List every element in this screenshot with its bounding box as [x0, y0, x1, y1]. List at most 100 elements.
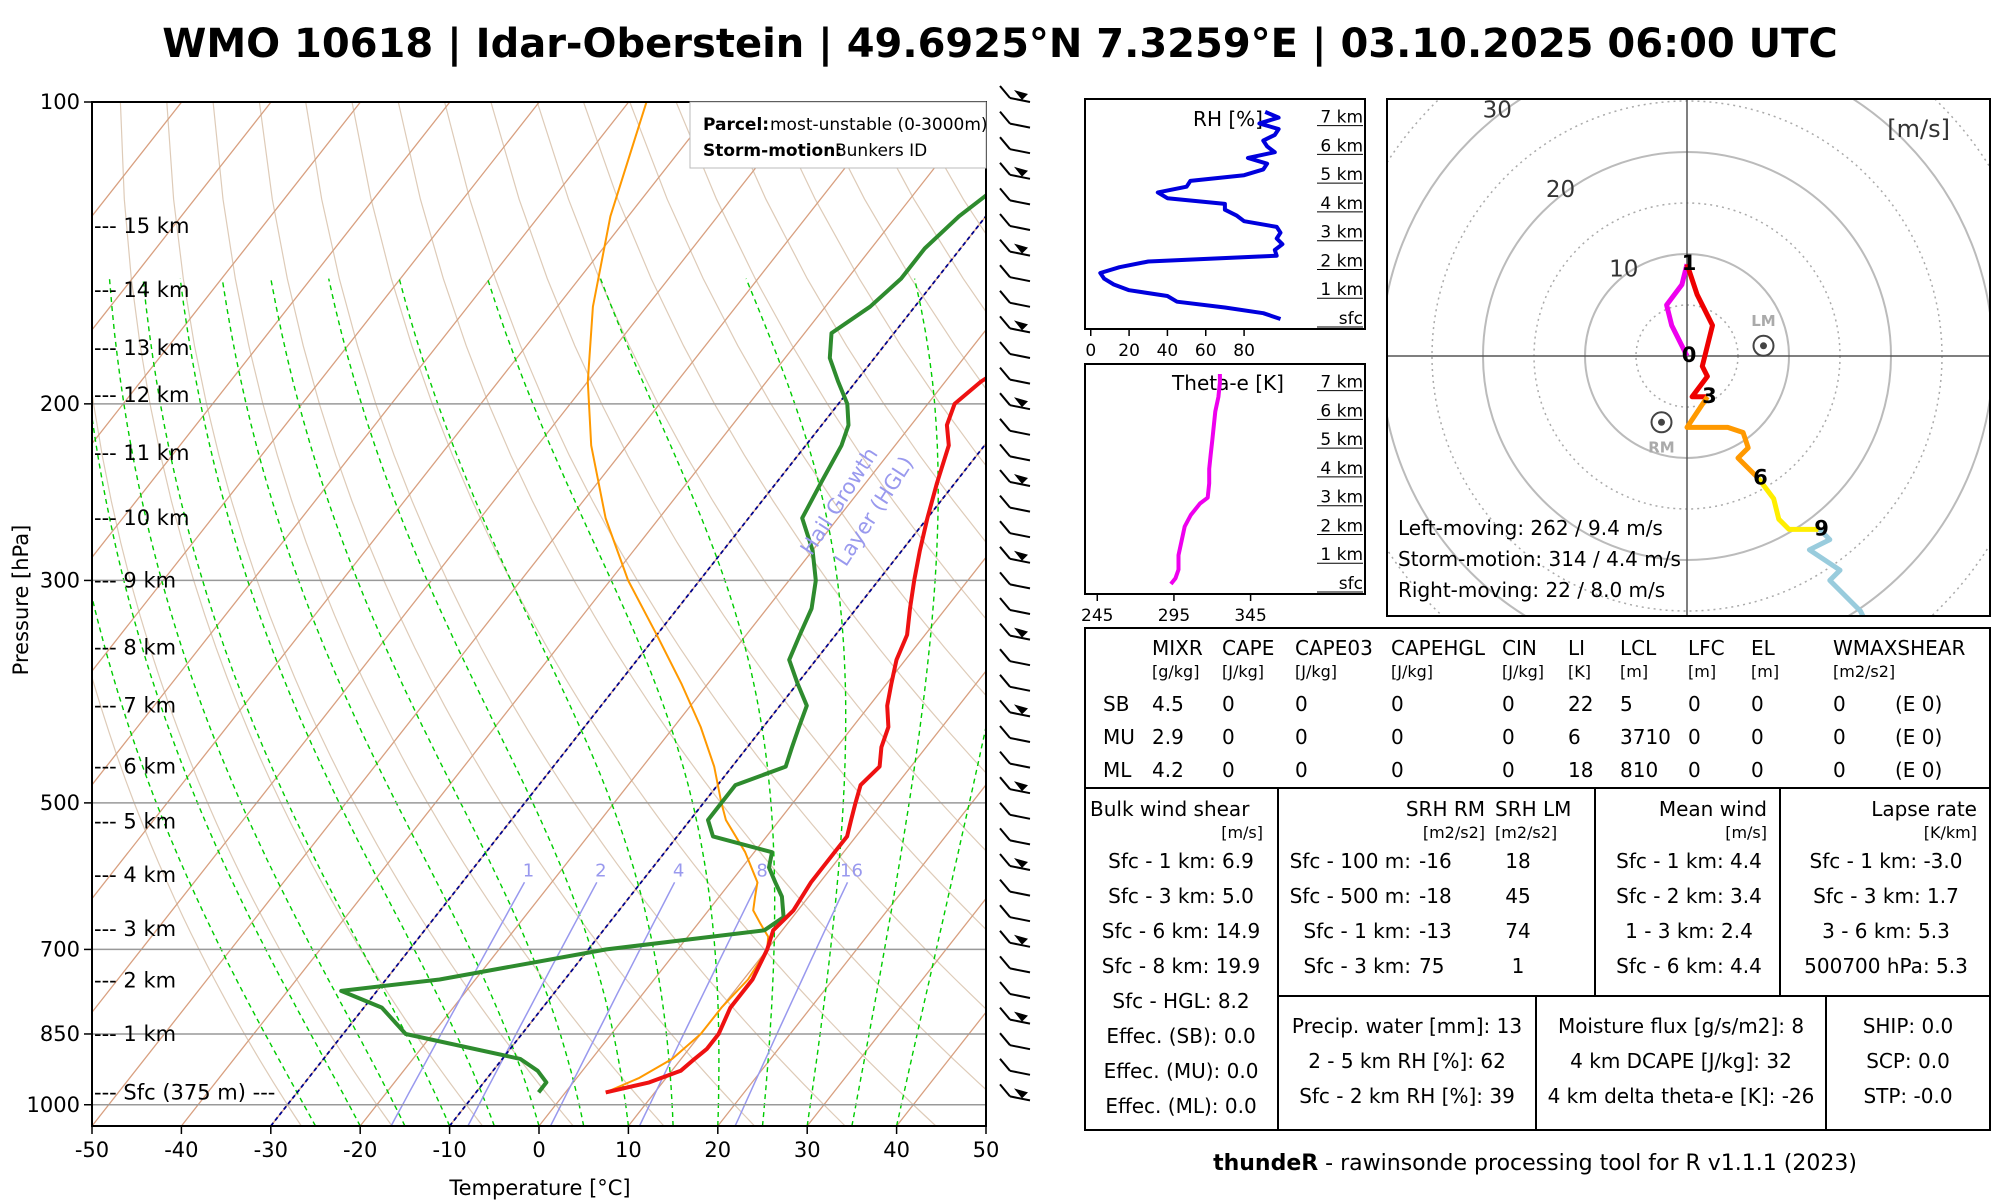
- wind-barb: [999, 443, 1031, 462]
- lm-marker: [1752, 334, 1775, 357]
- x-tick-label: -20: [343, 1138, 377, 1162]
- height-label: --- 8 km: [94, 636, 176, 660]
- param-cell: (E 0): [1895, 758, 1942, 782]
- wind-barb: [999, 1058, 1031, 1076]
- param-header: CAPEHGL: [1391, 636, 1486, 660]
- thetae-height-label: 7 km: [1320, 373, 1363, 393]
- dewpoint-line: [339, 192, 986, 1094]
- misc-a-value: Precip. water [mm]: 13: [1292, 1014, 1522, 1038]
- srh-lm-title: SRH LM: [1495, 797, 1571, 821]
- bulk-value: Effec. (MU): 0.0: [1104, 1059, 1259, 1083]
- dry-adiabat: [629, 102, 986, 697]
- param-header: LI: [1568, 636, 1585, 660]
- height-label: --- 3 km: [94, 917, 176, 941]
- wind-barb: [999, 315, 1031, 334]
- bulk-value: Effec. (ML): 0.0: [1105, 1094, 1256, 1118]
- hodo-ring-label: 20: [1546, 177, 1575, 203]
- srh-label: Sfc - 3 km:: [1303, 954, 1411, 978]
- height-label: --- 12 km: [94, 383, 189, 407]
- wind-barb: [999, 802, 1031, 820]
- srh-label: Sfc - 100 m:: [1290, 849, 1411, 873]
- isotherm-line: [180, 102, 986, 1126]
- param-row-label: SB: [1103, 692, 1129, 716]
- moist-adiabat: [745, 278, 847, 1126]
- hodo-info-left: Left-moving: 262 / 9.4 m/s: [1398, 516, 1663, 540]
- rm-marker-dot: [1658, 418, 1665, 426]
- wind-barb: [999, 750, 1031, 769]
- height-label: --- 9 km: [94, 568, 176, 592]
- param-unit: [J/kg]: [1295, 662, 1337, 681]
- rh-height-label: 1 km: [1320, 280, 1363, 300]
- isotherm-line: [359, 328, 986, 1126]
- wind-barb: [999, 341, 1031, 359]
- temperature-line: [605, 375, 986, 1095]
- misc-c-value: SCP: 0.0: [1866, 1049, 1950, 1073]
- legend-storm-value: Bunkers ID: [835, 141, 927, 161]
- rh-height-label: 5 km: [1320, 165, 1363, 185]
- param-cell: 0: [1833, 725, 1846, 749]
- height-label: --- 1 km: [94, 1022, 176, 1046]
- rh-height-label: 7 km: [1320, 108, 1363, 128]
- wind-barbs: [999, 85, 1031, 1102]
- wind-barb: [999, 930, 1031, 948]
- param-unit: [m]: [1751, 662, 1779, 681]
- srh-rm-unit: [m2/s2]: [1423, 823, 1485, 842]
- param-cell: 0: [1688, 692, 1701, 716]
- dry-adiabat: [92, 675, 302, 1126]
- x-tick-label: -40: [164, 1138, 198, 1162]
- rh-x-tick: 80: [1233, 341, 1255, 361]
- hodo-trace-segment: [1684, 263, 1715, 400]
- mixing-ratio-label: 2: [595, 860, 606, 881]
- srh-lm-value: 74: [1505, 919, 1530, 943]
- param-cell: 18: [1568, 758, 1593, 782]
- param-header: LCL: [1620, 636, 1657, 660]
- moist-adiabat: [179, 278, 495, 1126]
- x-tick-label: 10: [615, 1138, 642, 1162]
- dry-adiabat: [166, 102, 574, 1126]
- x-axis-label: Temperature [°C]: [448, 1176, 630, 1200]
- param-cell: 0: [1222, 725, 1235, 749]
- mean-value: Sfc - 1 km: 4.4: [1616, 849, 1762, 873]
- srh-lm-value: 45: [1505, 884, 1530, 908]
- mixing-ratio-line: [549, 881, 676, 1126]
- height-label: --- 5 km: [94, 810, 176, 834]
- skewt-diagram: 1 2 4 8 16 -50 -40 -30 -20 -10 0 10 20 30 40 50 100 200 3…: [9, 90, 999, 1200]
- lm-marker-dot: [1760, 342, 1767, 350]
- x-tick-label: -50: [75, 1138, 109, 1162]
- wind-barb: [999, 648, 1031, 667]
- hodo-km-label: 9: [1814, 516, 1829, 540]
- param-cell: 0: [1688, 758, 1701, 782]
- y-axis-label: Pressure [hPa]: [9, 525, 33, 676]
- moist-adiabat: [895, 723, 986, 1126]
- mean-value: 1 - 3 km: 2.4: [1625, 919, 1753, 943]
- mean-value: Sfc - 6 km: 4.4: [1616, 954, 1762, 978]
- wind-barb: [999, 162, 1031, 180]
- y-tick-label: 300: [40, 568, 80, 592]
- param-cell: 4.5: [1152, 692, 1184, 716]
- rh-title: RH [%]: [1193, 107, 1263, 131]
- wind-barb: [999, 520, 1031, 539]
- mixing-ratio-line: [467, 881, 598, 1126]
- srh-lm-value: 18: [1505, 849, 1530, 873]
- param-cell: 0: [1391, 692, 1404, 716]
- wind-barb: [999, 264, 1031, 283]
- misc-c-value: STP: -0.0: [1863, 1084, 1952, 1108]
- x-tick-label: 30: [794, 1138, 821, 1162]
- param-header: MIXR: [1152, 636, 1203, 660]
- rh-height-label: 3 km: [1320, 223, 1363, 243]
- legend-parcel-value: most-unstable (0-3000m): [770, 115, 988, 135]
- thetae-panel: Theta-e [K] 7 km 6 km 5 km 4 km 3 km 2 km 1 km…: [1081, 363, 1366, 626]
- thetae-frame: [1084, 363, 1366, 595]
- param-cell: 0: [1833, 758, 1846, 782]
- bulk-value: Effec. (SB): 0.0: [1106, 1024, 1255, 1048]
- dry-adiabat: [582, 102, 986, 774]
- thetae-height-label: 3 km: [1320, 488, 1363, 508]
- parameter-table: MIXR CAPE CAPE03 CAPEHGL CIN LI LCL LFC EL WMAXSH…: [1084, 627, 1991, 1131]
- rh-height-label: sfc: [1339, 309, 1363, 329]
- wind-barb: [999, 290, 1031, 308]
- wind-barb: [999, 392, 1031, 411]
- hodo-info-storm: Storm-motion: 314 / 4.4 m/s: [1398, 547, 1681, 571]
- mixing-ratio-line: [390, 881, 526, 1126]
- dry-adiabat: [675, 102, 986, 620]
- misc-b-value: 4 km DCAPE [J/kg]: 32: [1570, 1049, 1792, 1073]
